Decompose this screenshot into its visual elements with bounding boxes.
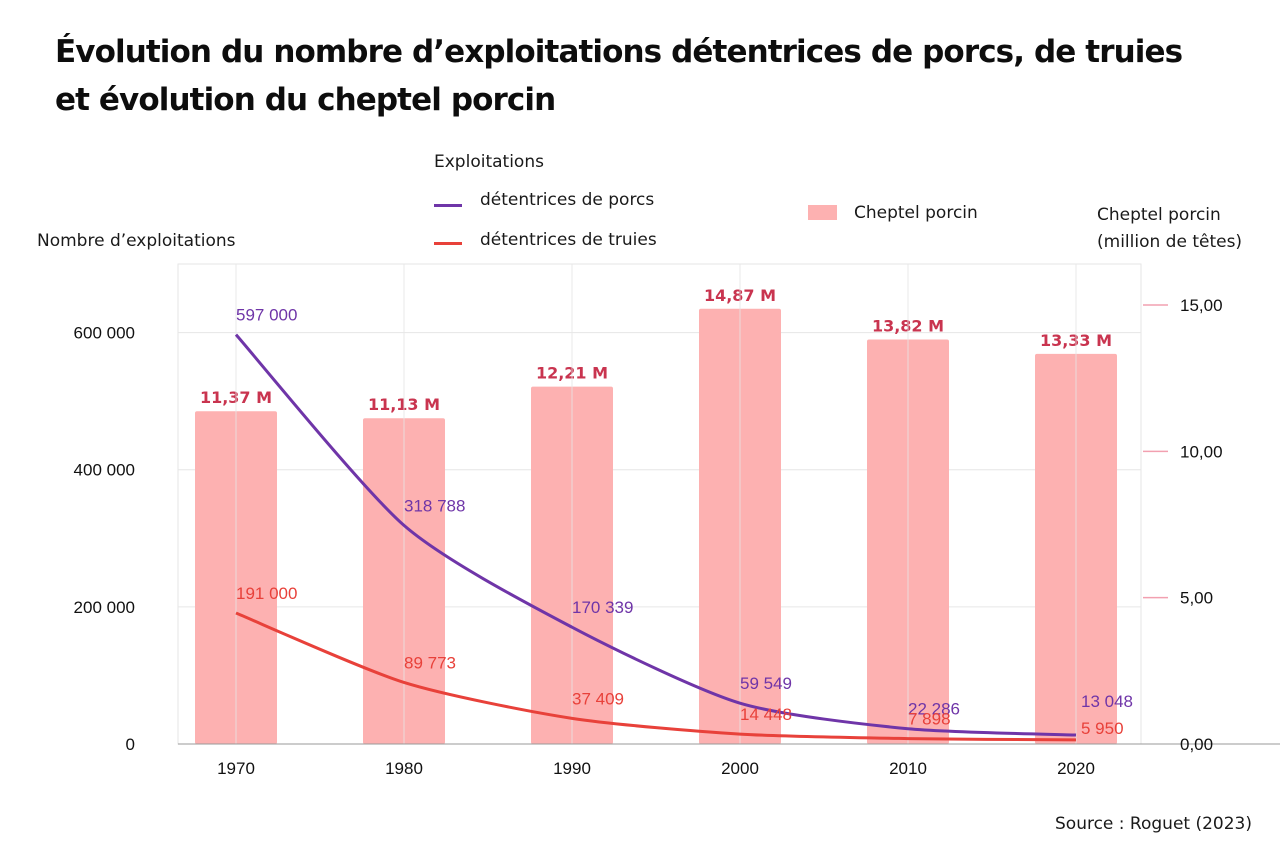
data-label-truies: 37 409 <box>572 689 624 708</box>
left-axis-label: Nombre d’exploitations <box>37 231 236 251</box>
data-label-porcs: 59 549 <box>740 674 792 693</box>
chart-title-line-1: Évolution du nombre d’exploitations déte… <box>55 34 1183 70</box>
chart-title: Évolution du nombre d’exploitations déte… <box>55 28 1205 124</box>
plot-frame <box>177 263 1142 745</box>
x-tick-label: 2010 <box>889 759 927 778</box>
legend-group-title: Exploitations <box>434 152 544 172</box>
left-axis-tick-label: 0 <box>126 735 135 754</box>
x-tick-label: 1990 <box>553 759 591 778</box>
data-label-porcs: 13 048 <box>1081 692 1133 711</box>
left-axis-tick-label: 200 000 <box>74 598 135 617</box>
x-tick-label: 1980 <box>385 759 423 778</box>
right-axis-tick-label: 15,00 <box>1180 296 1223 315</box>
data-label-truies: 7 898 <box>908 710 951 729</box>
source-note: Source : Roguet (2023) <box>1055 814 1252 834</box>
x-tick-label: 2000 <box>721 759 759 778</box>
legend-swatch-cheptel <box>808 205 837 220</box>
data-label-porcs: 22 286 <box>908 700 960 719</box>
left-axis-tick-label: 600 000 <box>74 324 135 343</box>
line-series-truies <box>235 611 1077 742</box>
x-tick-label: 2020 <box>1057 759 1095 778</box>
data-label-truies: 5 950 <box>1081 719 1124 738</box>
chart-title-line-2: et évolution du cheptel porcin <box>55 82 556 118</box>
right-axis-label-line-1: Cheptel porcin <box>1097 205 1221 225</box>
right-axis-tick-label: 0,00 <box>1180 735 1213 754</box>
data-label-truies: 191 000 <box>236 584 297 603</box>
legend-label-truies: détentrices de truies <box>480 230 657 250</box>
line-series-porcs <box>234 333 1077 737</box>
data-label-truies: 89 773 <box>404 653 456 672</box>
legend-label-porcs: détentrices de porcs <box>480 190 655 210</box>
data-label-porcs: 318 788 <box>404 496 465 515</box>
legend-swatch-porcs <box>434 204 462 207</box>
legend-label-cheptel: Cheptel porcin <box>854 203 978 223</box>
data-label-truies: 14 448 <box>740 705 792 724</box>
left-axis-tick-label: 400 000 <box>74 461 135 480</box>
data-label-porcs: 597 000 <box>236 306 297 325</box>
right-axis-tick-label: 5,00 <box>1180 589 1213 608</box>
data-label-porcs: 170 339 <box>572 598 633 617</box>
right-axis-label-line-2: (million de têtes) <box>1097 232 1243 252</box>
legend-swatch-truies <box>434 242 462 245</box>
x-tick-label: 1970 <box>217 759 255 778</box>
right-axis-tick-label: 10,00 <box>1180 442 1223 461</box>
